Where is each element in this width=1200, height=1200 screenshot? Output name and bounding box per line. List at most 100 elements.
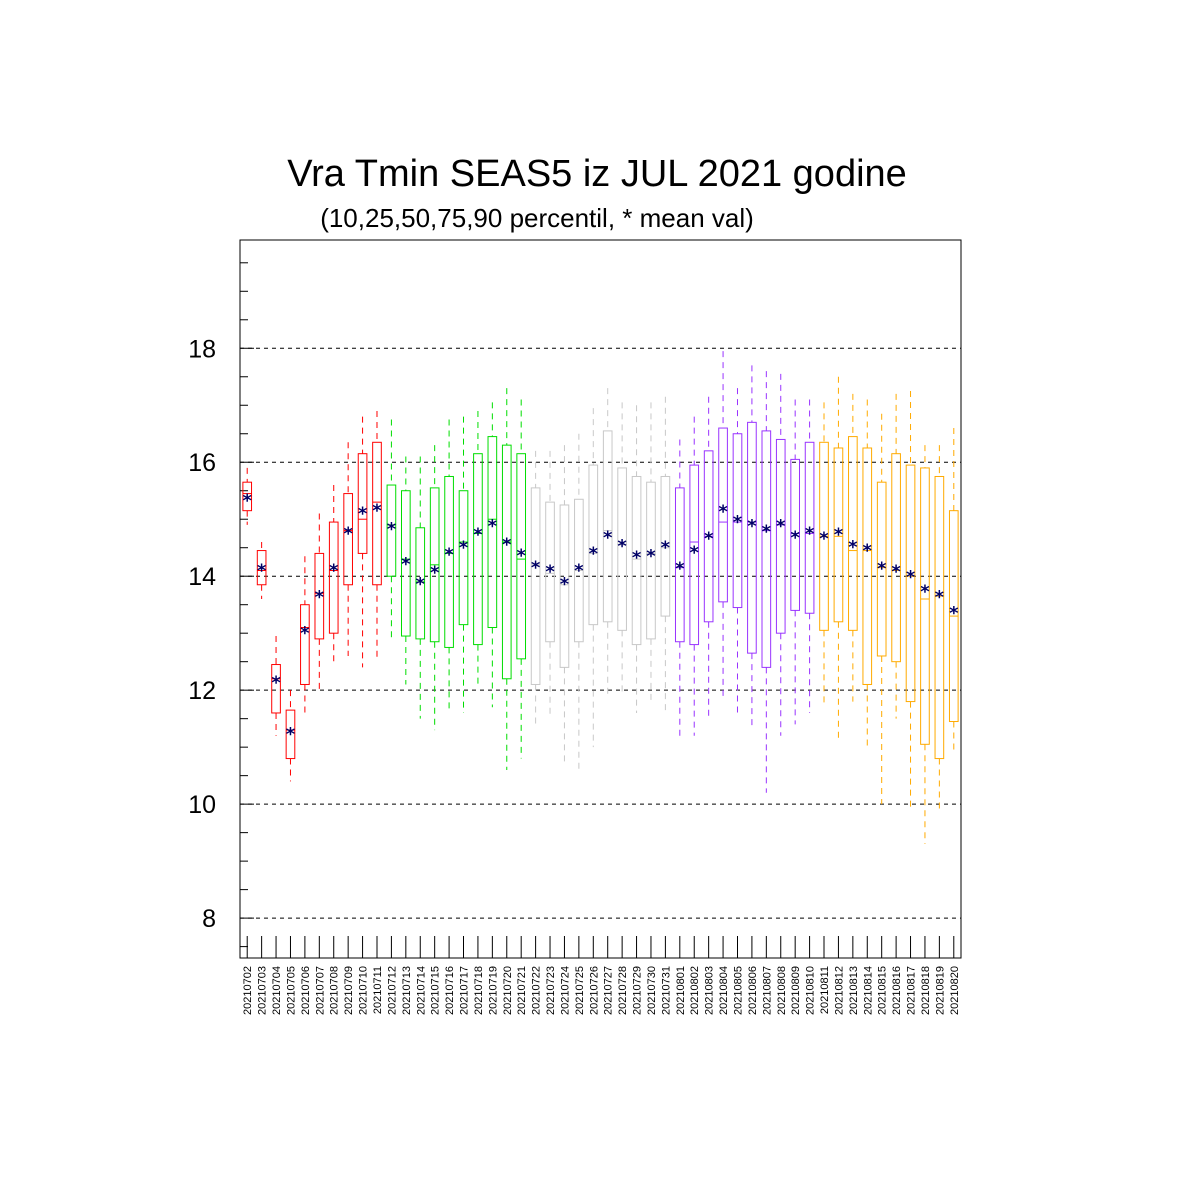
x-tick-label: 20210718 xyxy=(473,966,485,1015)
y-tick-label: 10 xyxy=(188,791,216,819)
iqr-box xyxy=(775,438,786,634)
y-tick-label: 14 xyxy=(188,563,216,591)
mean-marker: * xyxy=(906,567,916,588)
iqr-box xyxy=(473,453,483,646)
x-tick-label: 20210806 xyxy=(747,966,759,1015)
mean-marker: * xyxy=(920,581,930,602)
box-20210722: * xyxy=(530,450,541,725)
iqr-box xyxy=(242,481,253,512)
iqr-box xyxy=(920,467,930,745)
x-tick-label: 20210716 xyxy=(444,966,456,1015)
iqr-box xyxy=(458,490,469,626)
iqr-box xyxy=(487,436,498,628)
mean-marker: * xyxy=(459,538,469,559)
iqr-box xyxy=(876,481,887,657)
mean-marker: * xyxy=(646,546,656,567)
mean-marker: * xyxy=(675,559,685,580)
box-20210724: * xyxy=(559,445,570,765)
mean-marker: * xyxy=(704,528,714,549)
mean-marker: * xyxy=(603,527,613,548)
iqr-box xyxy=(905,464,916,703)
iqr-box xyxy=(862,447,873,685)
boxes: ********* ****** ** **** ***** ** * ***** * * * ** *… xyxy=(242,351,959,845)
x-tick-label: 20210810 xyxy=(805,966,817,1015)
box-20210712: * xyxy=(386,419,397,639)
box-20210812: * xyxy=(833,376,844,742)
box-20210706: * xyxy=(300,556,310,713)
iqr-box xyxy=(790,458,800,611)
mean-marker: * xyxy=(502,535,512,556)
iqr-box xyxy=(314,552,325,640)
y-tick-label: 12 xyxy=(188,677,216,705)
mean-marker: * xyxy=(286,724,296,745)
y-axis: 8 10 12 14 16 18 xyxy=(188,262,254,948)
mean-marker: * xyxy=(848,537,858,558)
mean-marker: * xyxy=(747,516,757,537)
x-tick-label: 20210803 xyxy=(704,966,716,1015)
mean-marker: * xyxy=(473,524,483,545)
mean-marker: * xyxy=(790,527,800,548)
mean-marker: * xyxy=(632,547,642,568)
box-20210809: * xyxy=(790,399,800,725)
box-20210716: * xyxy=(444,419,454,713)
iqr-box xyxy=(256,550,267,586)
x-tick-label: 20210703 xyxy=(257,966,269,1015)
mean-marker: * xyxy=(516,546,526,567)
iqr-box xyxy=(660,475,671,617)
x-tick-label: 20210812 xyxy=(833,966,845,1015)
box-20210723: * xyxy=(545,450,555,719)
iqr-box xyxy=(718,427,728,603)
iqr-box xyxy=(631,475,642,646)
mean-marker: * xyxy=(805,523,815,544)
mean-marker: * xyxy=(617,536,627,557)
box-20210704: * xyxy=(271,636,281,736)
iqr-box xyxy=(516,453,527,660)
y-tick-label: 18 xyxy=(188,335,216,363)
iqr-box xyxy=(934,475,945,760)
box-20210718: * xyxy=(473,410,483,685)
x-tick-label: 20210726 xyxy=(588,966,600,1015)
mean-marker: * xyxy=(776,516,786,537)
iqr-box xyxy=(588,464,599,626)
box-20210711: * xyxy=(372,410,382,662)
iqr-box xyxy=(646,481,656,640)
mean-marker: * xyxy=(863,540,873,561)
plot-frame xyxy=(239,239,962,959)
x-tick-label: 20210720 xyxy=(502,966,514,1015)
mean-marker: * xyxy=(372,501,382,522)
iqr-box xyxy=(501,444,512,680)
iqr-box xyxy=(559,504,570,668)
mean-marker: * xyxy=(661,538,671,559)
mean-marker: * xyxy=(416,574,426,595)
iqr-box xyxy=(300,604,310,685)
iqr-box xyxy=(732,433,743,609)
mean-marker: * xyxy=(762,522,772,543)
box-20210807: * xyxy=(761,371,772,793)
iqr-box xyxy=(617,467,627,631)
x-tick-label: 20210723 xyxy=(545,966,557,1015)
box-20210816: * xyxy=(891,393,901,719)
y-tick-label: 16 xyxy=(188,449,216,477)
mean-marker: * xyxy=(300,623,310,644)
mean-marker: * xyxy=(329,560,339,581)
box-20210709: * xyxy=(343,442,353,656)
box-20210705: * xyxy=(285,690,296,782)
box-20210702: * xyxy=(242,467,253,525)
mean-marker: * xyxy=(430,563,440,584)
box-20210730: * xyxy=(646,402,656,702)
box-20210814: * xyxy=(862,399,873,748)
box-20210703: * xyxy=(256,542,267,599)
mean-marker: * xyxy=(560,574,570,595)
box-20210707: * xyxy=(314,513,325,691)
box-20210727: * xyxy=(602,388,613,696)
mean-marker: * xyxy=(574,560,584,581)
box-20210725: * xyxy=(574,433,584,770)
iqr-box xyxy=(271,664,281,714)
x-tick-label: 20210731 xyxy=(660,966,672,1015)
iqr-box xyxy=(545,501,555,643)
box-20210819: * xyxy=(934,445,945,810)
x-tick-label: 20210715 xyxy=(430,966,442,1015)
iqr-box xyxy=(747,421,757,654)
x-tick-label: 20210717 xyxy=(459,966,471,1015)
